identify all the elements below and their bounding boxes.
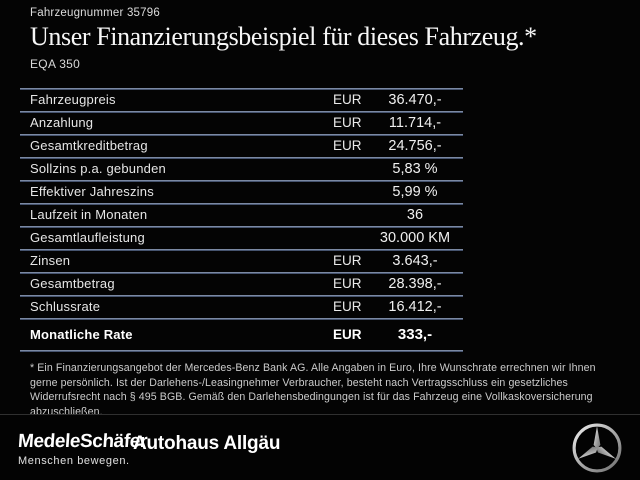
vehicle-model: EQA 350 <box>30 57 81 71</box>
row-value: 36 <box>406 206 424 223</box>
row-currency: EUR <box>333 326 362 342</box>
row-value: 16.412,- <box>388 298 442 315</box>
table-row: Laufzeit in Monaten 36 <box>20 203 463 226</box>
row-value: 5,99 % <box>392 183 438 200</box>
row-value: 28.398,- <box>388 275 442 292</box>
disclaimer-text: * Ein Finanzierungsangebot der Mercedes-… <box>30 362 596 418</box>
table-row: Gesamtlaufleistung 30.000 KM <box>20 226 463 249</box>
row-label: Anzahlung <box>30 115 94 130</box>
table-row: Zinsen EUR 3.643,- <box>20 249 463 272</box>
row-value: 30.000 KM <box>379 229 451 246</box>
row-currency: EUR <box>333 92 362 107</box>
row-value: 5,83 % <box>392 160 438 177</box>
dealer-tagline: Menschen bewegen. <box>18 455 130 467</box>
row-label: Sollzins p.a. gebunden <box>30 161 166 176</box>
row-label: Zinsen <box>30 253 71 268</box>
vehicle-number: Fahrzeugnummer 35796 <box>30 7 160 19</box>
row-label: Laufzeit in Monaten <box>30 207 148 222</box>
dealer-logo-autohaus-allgaeu: Autohaus Allgäu <box>133 433 281 454</box>
row-label: Effektiver Jahreszins <box>30 184 154 199</box>
row-value: 11.714,- <box>388 114 442 131</box>
finance-table: Fahrzeugpreis EUR 36.470,- Anzahlung EUR… <box>20 88 463 352</box>
table-row: Effektiver Jahreszins 5,99 % <box>20 180 463 203</box>
table-row: Schlussrate EUR 16.412,- <box>20 295 463 318</box>
row-currency: EUR <box>333 115 362 130</box>
row-currency: EUR <box>333 253 362 268</box>
table-row: Gesamtkreditbetrag EUR 24.756,- <box>20 134 463 157</box>
table-row: Fahrzeugpreis EUR 36.470,- <box>20 88 463 111</box>
row-value: 24.756,- <box>388 137 442 154</box>
row-currency: EUR <box>333 299 362 314</box>
table-row: Gesamtbetrag EUR 28.398,- <box>20 272 463 295</box>
mercedes-star-icon <box>572 423 622 473</box>
row-value: 36.470,- <box>388 91 442 108</box>
dealer-logo-medeleschaefer: MedeleSchäfer <box>17 431 148 452</box>
row-label: Monatliche Rate <box>30 326 133 342</box>
table-row: Sollzins p.a. gebunden 5,83 % <box>20 157 463 180</box>
row-value: 333,- <box>397 325 433 343</box>
row-currency: EUR <box>333 276 362 291</box>
footer: MedeleSchäfer Menschen bewegen. Autohaus… <box>0 414 640 480</box>
row-label: Fahrzeugpreis <box>30 92 116 107</box>
row-currency: EUR <box>333 138 362 153</box>
page-title: Unser Finanzierungsbeispiel für dieses F… <box>30 22 537 51</box>
dealer-logo-block: MedeleSchäfer Menschen bewegen. <box>17 431 148 467</box>
table-row: Monatliche Rate EUR 333,- <box>20 318 463 350</box>
row-label: Gesamtbetrag <box>30 276 115 291</box>
table-row: Anzahlung EUR 11.714,- <box>20 111 463 134</box>
row-label: Gesamtlaufleistung <box>30 230 145 245</box>
header: Fahrzeugnummer 35796 Unser Finanzierungs… <box>30 7 620 71</box>
row-value: 3.643,- <box>392 252 438 269</box>
row-label: Schlussrate <box>30 299 101 314</box>
row-label: Gesamtkreditbetrag <box>30 138 148 153</box>
